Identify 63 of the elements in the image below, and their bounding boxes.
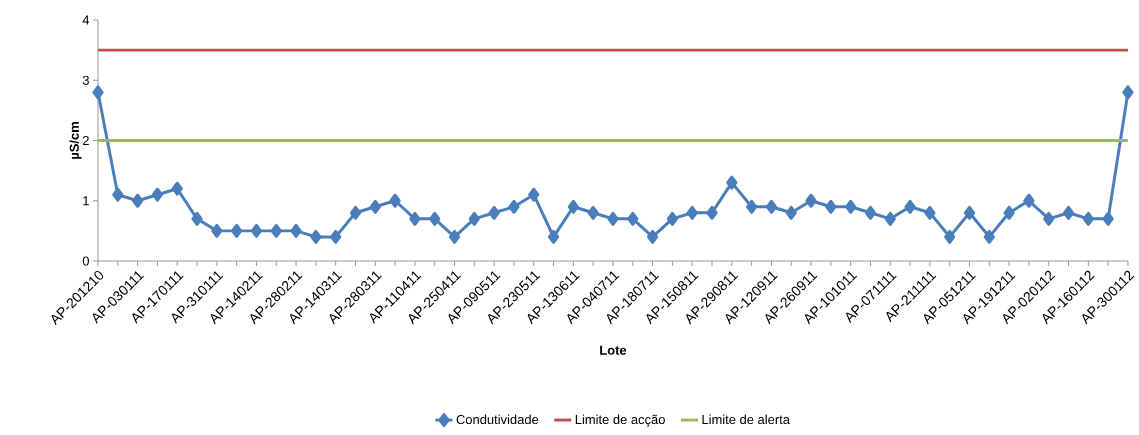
point bbox=[864, 205, 877, 220]
point bbox=[171, 181, 183, 196]
point bbox=[1023, 193, 1035, 208]
point bbox=[250, 223, 263, 238]
point bbox=[112, 187, 124, 202]
point bbox=[587, 205, 599, 220]
point bbox=[726, 175, 738, 190]
point bbox=[270, 223, 282, 238]
point bbox=[211, 223, 223, 238]
y-tick-label: 1 bbox=[83, 196, 89, 206]
y-tick-label: 0 bbox=[82, 256, 89, 266]
point bbox=[151, 187, 164, 202]
point bbox=[349, 205, 362, 220]
point bbox=[290, 223, 302, 238]
point bbox=[547, 229, 560, 244]
point bbox=[805, 193, 817, 208]
point bbox=[607, 211, 619, 226]
point bbox=[904, 199, 916, 214]
point bbox=[983, 229, 995, 244]
point bbox=[785, 205, 797, 220]
point bbox=[627, 211, 639, 226]
legend-label: Condutividade bbox=[456, 414, 539, 425]
point bbox=[1082, 211, 1094, 226]
point bbox=[666, 211, 678, 226]
point bbox=[310, 229, 322, 244]
point bbox=[528, 187, 540, 202]
point bbox=[409, 211, 421, 226]
point bbox=[231, 223, 243, 238]
point bbox=[132, 193, 144, 208]
y-tick-label: 2 bbox=[82, 135, 89, 146]
point bbox=[706, 205, 718, 220]
legend-label: Limite de alerta bbox=[702, 414, 790, 425]
legend-label: Limite de acção bbox=[575, 414, 665, 427]
point bbox=[508, 199, 520, 214]
point bbox=[944, 229, 956, 244]
point bbox=[92, 85, 104, 100]
point bbox=[429, 211, 441, 226]
y-axis-title: µS/cm bbox=[69, 122, 82, 159]
y-tick-label: 4 bbox=[82, 15, 90, 25]
point bbox=[765, 199, 778, 214]
point bbox=[746, 199, 758, 214]
point bbox=[1043, 211, 1055, 226]
point bbox=[884, 211, 896, 226]
point bbox=[924, 205, 936, 220]
point bbox=[369, 199, 381, 214]
point bbox=[825, 199, 837, 214]
point bbox=[389, 193, 401, 208]
point bbox=[191, 211, 203, 226]
point bbox=[1122, 85, 1134, 100]
point bbox=[1003, 205, 1015, 220]
point bbox=[468, 211, 480, 226]
point bbox=[845, 199, 857, 214]
y-tick-label: 3 bbox=[82, 75, 89, 85]
point bbox=[567, 199, 579, 214]
point bbox=[330, 229, 342, 244]
point bbox=[646, 229, 659, 244]
point bbox=[1102, 211, 1114, 226]
point bbox=[686, 205, 698, 220]
point bbox=[488, 205, 500, 220]
point bbox=[448, 229, 461, 244]
point bbox=[1062, 205, 1075, 220]
x-axis-title: Lote bbox=[600, 345, 627, 355]
point bbox=[963, 205, 976, 220]
